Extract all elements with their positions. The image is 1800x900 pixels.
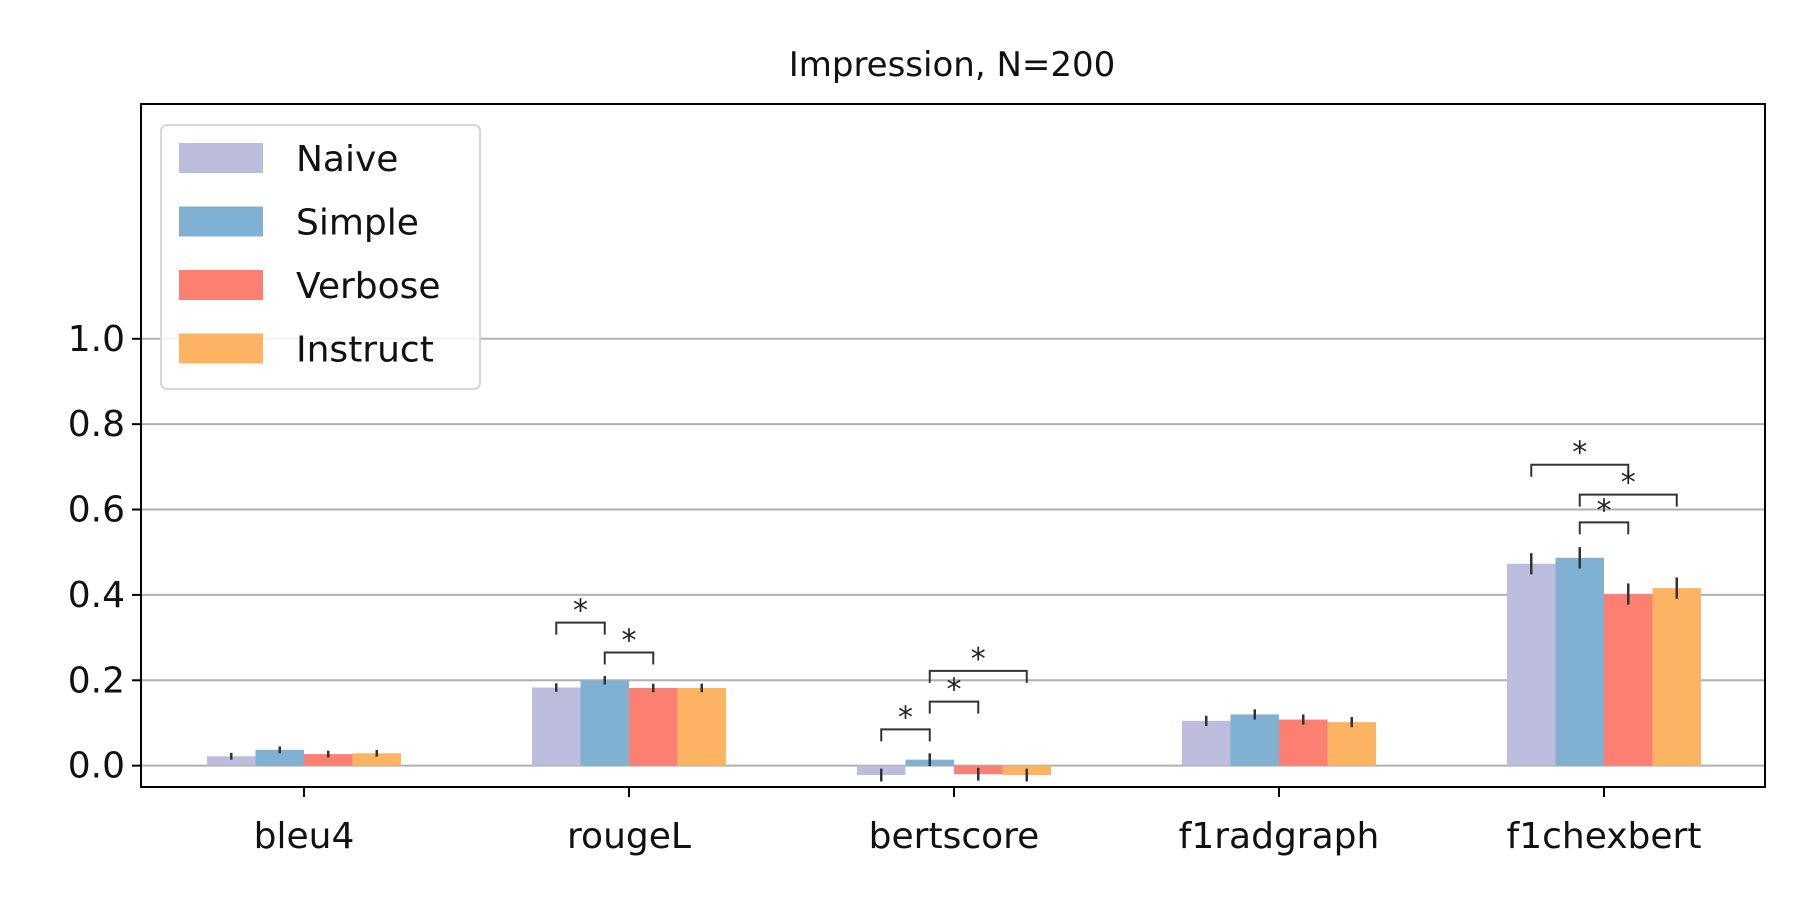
significance-layer: * * * * * * * *	[555, 436, 1678, 742]
bar-verbose-f1radgraph	[1279, 719, 1328, 766]
legend-swatch-simple	[179, 206, 263, 237]
bar-simple-rougeL	[580, 680, 629, 766]
bar-simple-f1chexbert	[1555, 557, 1604, 766]
y-tick-label: 0.8	[68, 404, 125, 445]
x-tick-label: bleu4	[254, 816, 355, 857]
y-tick-label: 0.4	[68, 575, 125, 616]
significance-star: *	[971, 642, 986, 677]
significance-bracket	[1578, 521, 1630, 535]
significance-star: *	[1621, 466, 1636, 501]
bar-verbose-rougeL	[629, 687, 678, 766]
significance-bracket	[880, 728, 931, 742]
bar-naive-f1radgraph	[1182, 720, 1231, 766]
bar-naive-f1chexbert	[1507, 563, 1556, 766]
bar-verbose-f1chexbert	[1604, 594, 1653, 766]
significance-bracket	[555, 621, 606, 635]
significance-star: *	[947, 673, 962, 708]
x-axis: bleu4 rougeL bertscore f1radgraph f1chexbert	[254, 787, 1702, 857]
bar-naive-bleu4	[207, 756, 256, 766]
bar-instruct-f1radgraph	[1327, 722, 1376, 766]
bar-naive-rougeL	[532, 687, 581, 766]
bar-simple-f1radgraph	[1230, 714, 1279, 766]
legend-swatch-verbose	[179, 270, 263, 300]
significance-bracket	[928, 669, 1028, 683]
x-tick-label: f1radgraph	[1179, 816, 1380, 857]
significance-star: *	[573, 594, 588, 629]
significance-star: *	[898, 700, 913, 735]
y-tick-label: 0.0	[68, 746, 125, 787]
x-tick-label: rougeL	[567, 816, 691, 857]
bar-verbose-bleu4	[304, 754, 353, 766]
y-tick-label: 0.2	[68, 660, 125, 701]
x-tick-label: bertscore	[869, 816, 1040, 857]
legend-swatch-naive	[179, 143, 263, 173]
chart-title: Impression, N=200	[789, 45, 1116, 85]
significance-star: *	[1597, 493, 1612, 528]
legend-label-naive: Naive	[296, 139, 398, 180]
significance-bracket	[928, 700, 980, 714]
x-tick-label: f1chexbert	[1507, 816, 1702, 857]
error-bars-layer	[230, 547, 1678, 782]
legend-box	[160, 124, 481, 390]
bar-simple-bleu4	[255, 749, 304, 766]
bar-instruct-bleu4	[352, 753, 401, 766]
significance-bracket	[1530, 463, 1630, 477]
significance-bracket	[1578, 493, 1678, 507]
legend-label-instruct: Instruct	[296, 330, 434, 371]
grid-layer	[141, 337, 1765, 767]
y-axis: 0.0 0.2 0.4 0.6 0.8 1.0	[68, 319, 141, 787]
y-tick-label: 0.6	[68, 490, 125, 531]
legend-swatch-instruct	[179, 333, 263, 364]
legend-label-verbose: Verbose	[296, 266, 441, 307]
significance-star: *	[622, 624, 637, 659]
bar-instruct-rougeL	[677, 687, 726, 766]
significance-bracket	[603, 651, 655, 665]
significance-star: *	[1572, 436, 1587, 471]
y-tick-label: 1.0	[68, 319, 125, 360]
legend: Naive Simple Verbose Instruct	[160, 124, 481, 390]
bar-instruct-f1chexbert	[1652, 588, 1701, 766]
legend-label-simple: Simple	[296, 203, 419, 244]
